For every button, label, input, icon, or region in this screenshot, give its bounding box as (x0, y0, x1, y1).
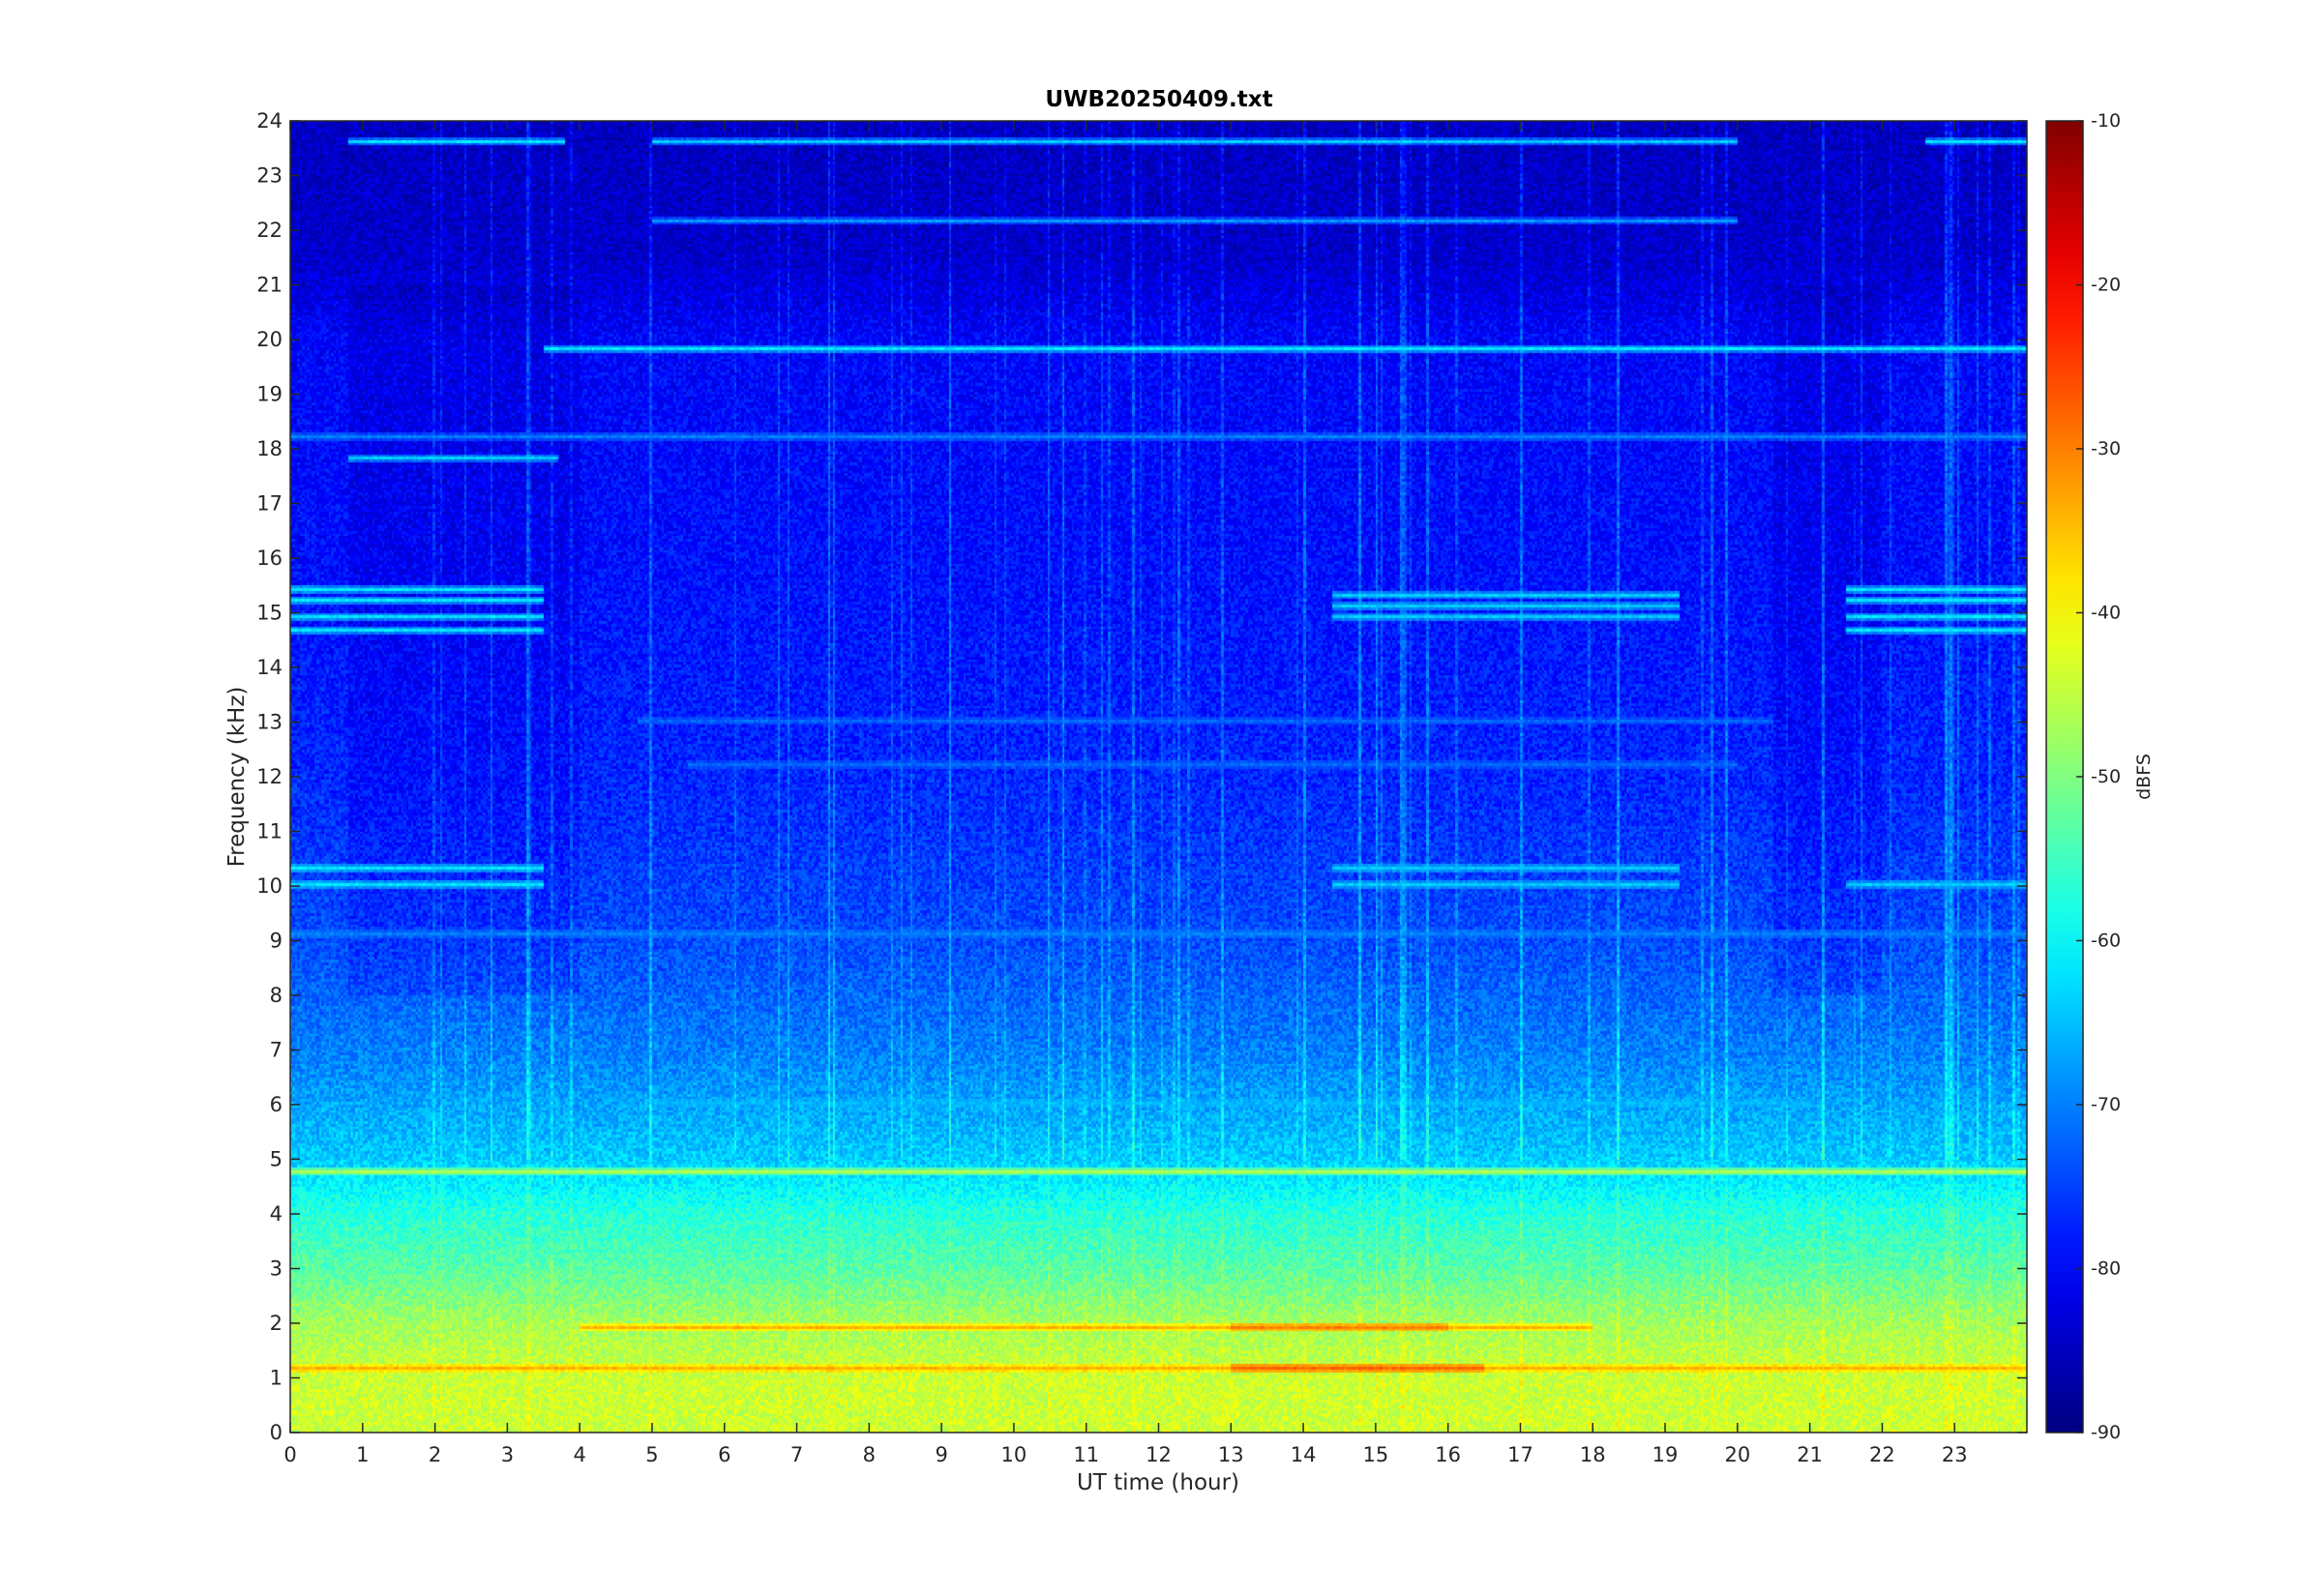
colorbar-tick-label: -20 (2091, 275, 2121, 296)
y-tick-label: 5 (270, 1148, 283, 1171)
x-tick-label: 3 (501, 1443, 514, 1466)
x-axis: 0 1 2 3 4 5 6 7 8 9 10 11 12 13 14 15 16 17 18 19 20 21 22 23 (283, 121, 1968, 1466)
colorbar-tick-label: -30 (2091, 438, 2121, 459)
x-tick-label: 23 (1942, 1443, 1968, 1466)
x-tick-label: 13 (1218, 1443, 1244, 1466)
y-tick-label: 14 (256, 656, 283, 679)
y-tick-label: 3 (270, 1257, 283, 1281)
y-tick-label: 8 (270, 984, 283, 1007)
y-tick-label: 21 (256, 274, 283, 297)
colorbar-tick-label: -70 (2091, 1094, 2121, 1115)
x-tick-label: 9 (935, 1443, 947, 1466)
colorbar-tick-label: -40 (2091, 603, 2121, 624)
spectrogram-heatmap (290, 121, 2027, 1433)
colorbar-ticks: -10 -20 -30 -40 -50 -60 -70 -80 -90 (2076, 110, 2121, 1443)
chart-title: UWB20250409.txt (1045, 87, 1272, 112)
plot-area (289, 120, 2028, 1433)
y-tick-label: 23 (256, 164, 283, 188)
x-tick-label: 18 (1580, 1443, 1606, 1466)
x-tick-label: 17 (1507, 1443, 1533, 1466)
x-tick-label: 19 (1652, 1443, 1679, 1466)
y-tick-label: 4 (270, 1202, 283, 1226)
y-tick-label: 10 (256, 874, 283, 898)
y-tick-label: 6 (270, 1093, 283, 1116)
colorbar: -10 -20 -30 -40 -50 -60 -70 -80 -90 dBFS (2045, 110, 2155, 1443)
x-tick-label: 20 (1724, 1443, 1750, 1466)
x-tick-label: 14 (1291, 1443, 1317, 1466)
x-tick-label: 22 (1869, 1443, 1895, 1466)
x-tick-label: 7 (790, 1443, 803, 1466)
x-tick-label: 10 (1001, 1443, 1027, 1466)
y-tick-label: 19 (256, 383, 283, 406)
x-axis-label: UT time (hour) (1077, 1470, 1239, 1495)
y-tick-label: 13 (256, 711, 283, 734)
y-tick-label: 20 (256, 328, 283, 351)
colorbar-tick-label: -50 (2091, 766, 2121, 787)
y-tick-label: 15 (256, 602, 283, 625)
x-tick-label: 5 (645, 1443, 658, 1466)
colorbar-tick-label: -90 (2091, 1422, 2121, 1443)
colorbar-tick-label: -60 (2091, 931, 2121, 952)
y-tick-label: 16 (256, 547, 283, 570)
y-tick-label: 12 (256, 765, 283, 788)
x-tick-label: 4 (573, 1443, 585, 1466)
y-tick-label: 22 (256, 219, 283, 242)
x-tick-label: 6 (718, 1443, 730, 1466)
y-tick-label: 17 (256, 492, 283, 516)
y-axis-label: Frequency (kHz) (224, 687, 250, 868)
x-tick-label: 2 (429, 1443, 441, 1466)
x-tick-label: 0 (283, 1443, 296, 1466)
x-tick-label: 8 (863, 1443, 876, 1466)
x-tick-label: 16 (1435, 1443, 1461, 1466)
x-tick-label: 21 (1797, 1443, 1823, 1466)
y-tick-label: 7 (270, 1039, 283, 1062)
colorbar-label: dBFS (2133, 754, 2155, 800)
y-tick-label: 18 (256, 437, 283, 460)
y-tick-label: 1 (270, 1367, 283, 1390)
y-tick-label: 9 (270, 930, 283, 953)
x-tick-label: 11 (1073, 1443, 1099, 1466)
y-tick-label: 24 (256, 109, 283, 133)
x-tick-label: 1 (356, 1443, 369, 1466)
y-tick-label: 0 (270, 1421, 283, 1444)
y-tick-label: 2 (270, 1312, 283, 1335)
colorbar-tick-label: -10 (2091, 110, 2121, 132)
x-tick-label: 12 (1146, 1443, 1172, 1466)
x-tick-label: 15 (1363, 1443, 1389, 1466)
y-tick-label: 11 (256, 820, 283, 843)
colorbar-tick-label: -80 (2091, 1258, 2121, 1280)
